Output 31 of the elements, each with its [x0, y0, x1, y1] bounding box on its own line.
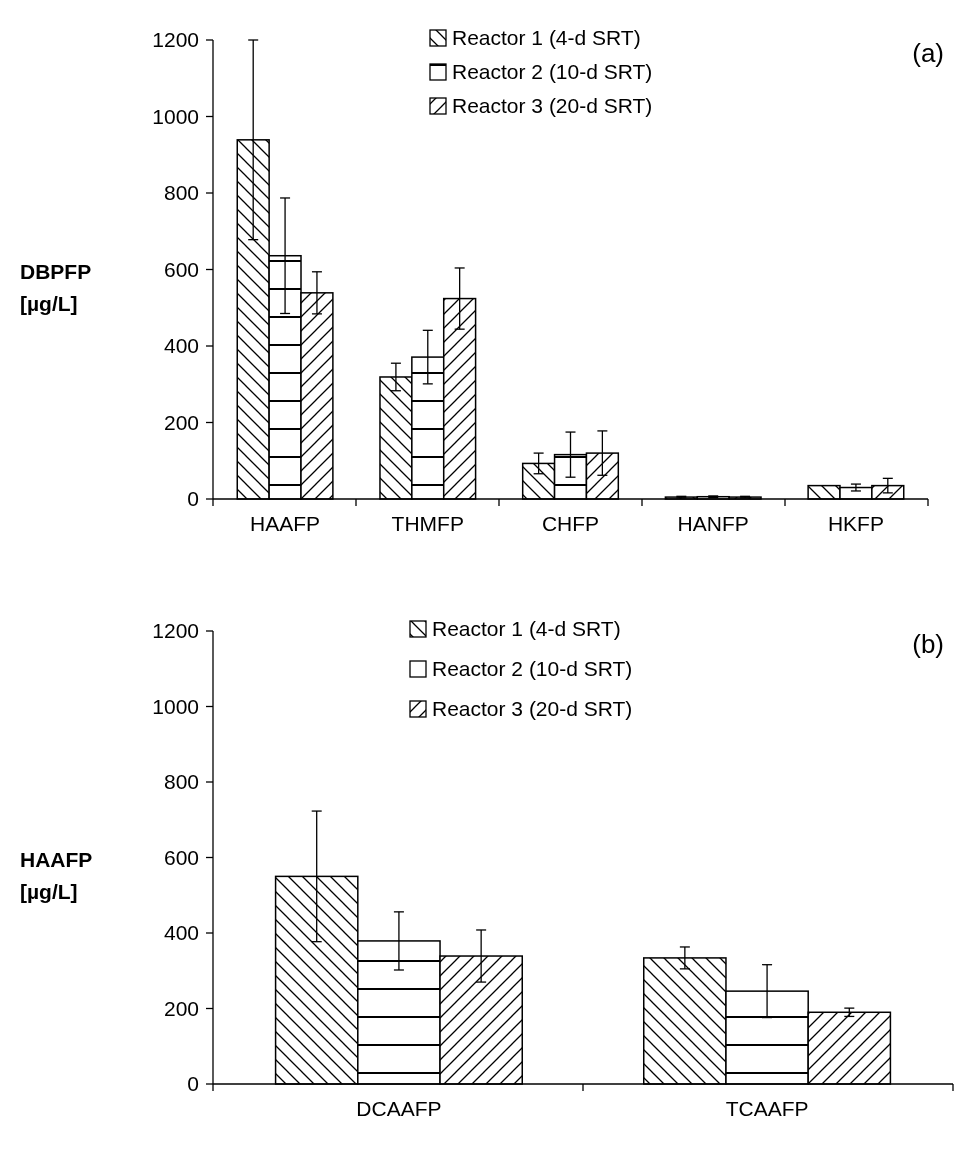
y-tick-label: 1200	[152, 619, 199, 643]
y-tick-label: 1000	[152, 694, 199, 718]
y-axis-title: HAAFP [µg/L]	[20, 847, 93, 903]
legend-label: Reactor 3 (20-d SRT)	[432, 697, 633, 721]
y-tick-label: 800	[163, 770, 199, 794]
chart-title: (b)	[912, 629, 944, 659]
y-axis-title: DBPFP [µg/L]	[20, 259, 92, 315]
y-tick-label: 800	[163, 181, 199, 205]
x-tick-label: CHFP	[541, 512, 600, 535]
chart-title: (a)	[912, 38, 944, 68]
legend-label: Reactor 2 (10-d SRT)	[432, 657, 633, 681]
y-tick-label: 0	[187, 487, 199, 511]
y-tick-label: 1000	[152, 104, 199, 128]
x-tick-label: DCAAFP	[356, 1097, 442, 1120]
y-tick-label: 400	[163, 921, 199, 945]
y-tick-label: 0	[187, 1072, 199, 1096]
x-tick-label: HANFP	[677, 512, 749, 535]
y-tick-label: 200	[163, 996, 199, 1020]
legend-label: Reactor 3 (20-d SRT)	[452, 94, 653, 118]
x-tick-label: THMFP	[391, 512, 464, 535]
legend-label: Reactor 2 (10-d SRT)	[452, 60, 653, 84]
x-tick-label: HAAFP	[250, 512, 321, 535]
x-tick-label: TCAAFP	[725, 1097, 809, 1120]
y-tick-label: 400	[163, 334, 199, 358]
y-tick-label: 1200	[152, 28, 199, 52]
y-tick-label: 600	[163, 257, 199, 281]
legend-label: Reactor 1 (4-d SRT)	[432, 617, 621, 641]
y-tick-label: 600	[163, 845, 199, 869]
legend-label: Reactor 1 (4-d SRT)	[452, 26, 641, 50]
y-tick-label: 200	[163, 410, 199, 434]
x-tick-label: HKFP	[827, 512, 884, 535]
